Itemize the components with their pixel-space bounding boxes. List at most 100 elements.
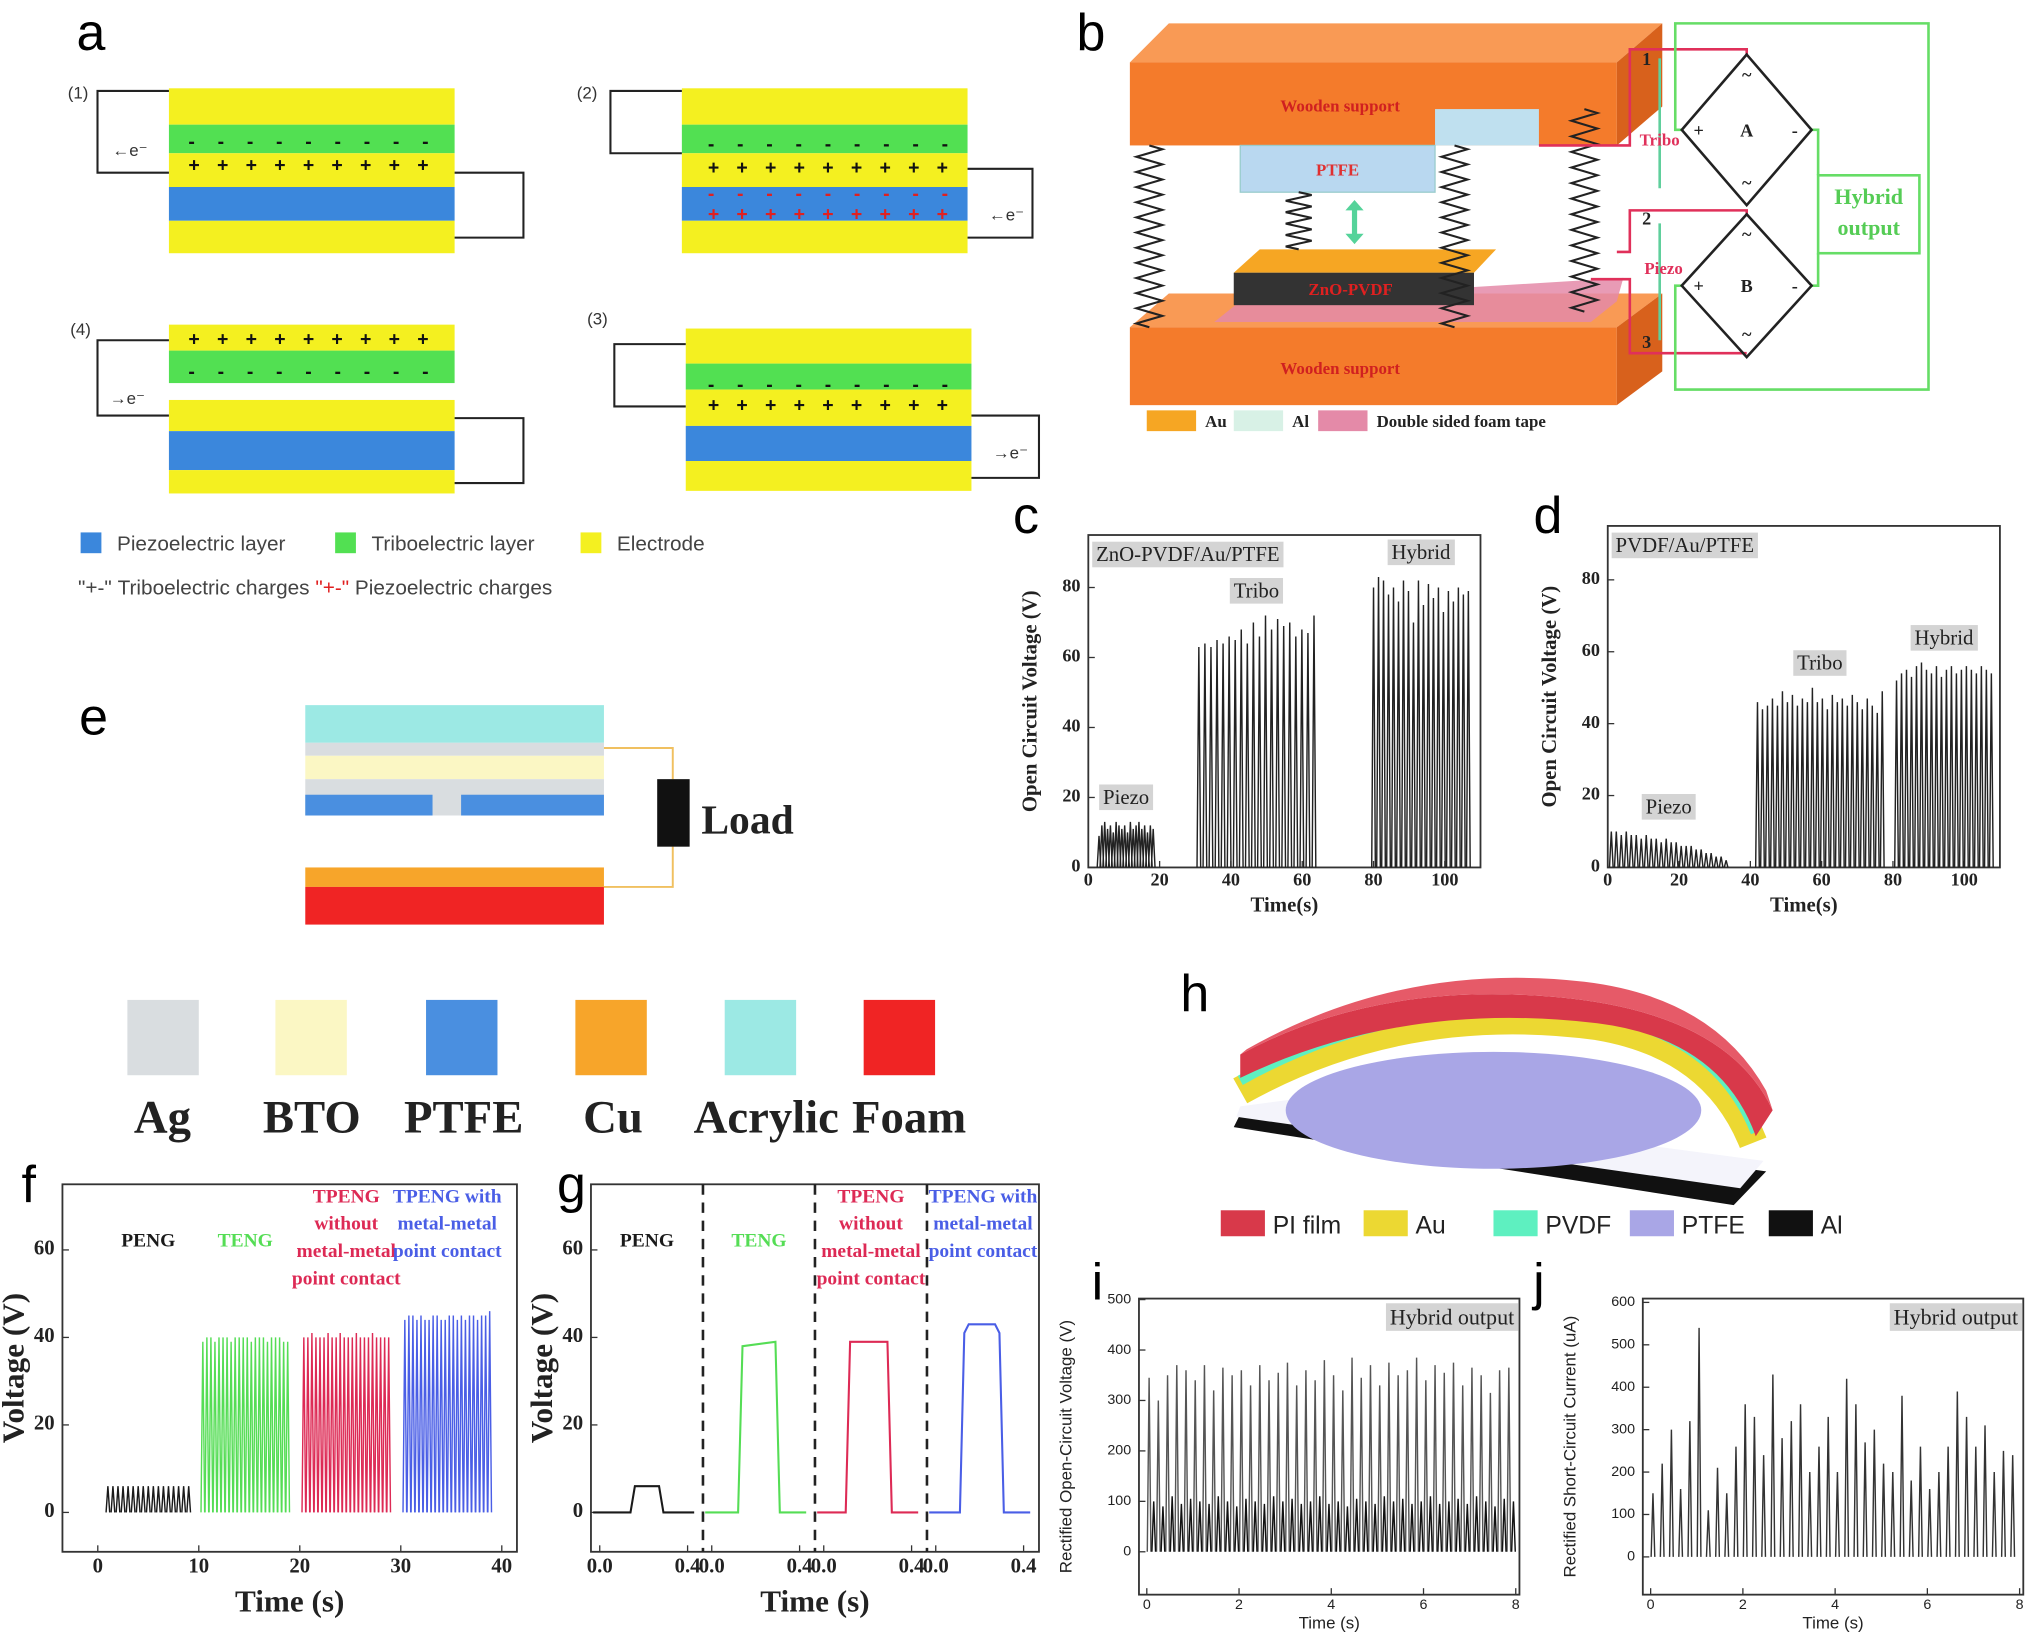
x-tick-label: 0.4 bbox=[675, 1555, 701, 1578]
bridge-sign: - bbox=[1792, 276, 1798, 296]
x-tick-label: 0.0 bbox=[923, 1555, 949, 1578]
spike bbox=[1226, 636, 1232, 868]
spike bbox=[1844, 1378, 1850, 1557]
spike bbox=[1196, 646, 1202, 868]
foam-layer bbox=[305, 886, 604, 925]
x-tick-label: 20 bbox=[1151, 870, 1169, 890]
x-tick-label: 0 bbox=[1647, 1597, 1655, 1613]
material-label: Acrylic bbox=[694, 1091, 839, 1143]
block-label: Wooden support bbox=[1280, 97, 1400, 116]
spike bbox=[1933, 666, 1939, 868]
spike bbox=[1638, 838, 1644, 868]
material-swatch bbox=[127, 999, 199, 1076]
spike bbox=[1991, 1472, 1997, 1557]
spike bbox=[1380, 580, 1387, 868]
series-label: TENG bbox=[218, 1231, 273, 1252]
x-tick-label: 10 bbox=[188, 1555, 209, 1578]
spike bbox=[1703, 852, 1709, 868]
y-axis-label: Open Circuit Voltage (V) bbox=[1538, 586, 1561, 808]
y-tick-label: 500 bbox=[1107, 1291, 1131, 1307]
spike bbox=[1988, 673, 1994, 868]
step-label: (3) bbox=[587, 310, 608, 329]
spike bbox=[1377, 1385, 1383, 1552]
spike bbox=[181, 1486, 187, 1513]
x-tick-label: 0.4 bbox=[787, 1555, 813, 1578]
spike bbox=[240, 1337, 246, 1513]
load-label: Load bbox=[701, 797, 793, 843]
x-tick-label: 0 bbox=[1143, 1597, 1151, 1613]
x-tick-label: 80 bbox=[1884, 870, 1902, 890]
spike bbox=[110, 1486, 116, 1513]
spike bbox=[1430, 597, 1436, 868]
note-text: Piezoelectric charges bbox=[355, 577, 552, 600]
note-symbol: "+-" bbox=[78, 577, 112, 600]
spike bbox=[1455, 587, 1461, 868]
support-side bbox=[1616, 23, 1663, 146]
spike bbox=[1269, 629, 1275, 868]
step-label: (1) bbox=[68, 84, 89, 103]
wire bbox=[613, 343, 686, 408]
spike bbox=[1794, 705, 1800, 868]
material-label: Foam bbox=[852, 1091, 966, 1143]
x-tick-label: 2 bbox=[1739, 1597, 1747, 1613]
spike bbox=[1968, 669, 1974, 868]
spike bbox=[1395, 1375, 1401, 1552]
bridge-sign: ~ bbox=[1742, 324, 1752, 344]
spike bbox=[1326, 1503, 1332, 1552]
spike bbox=[1761, 1455, 1767, 1557]
wire bbox=[96, 89, 169, 174]
spike bbox=[1372, 1503, 1378, 1552]
spike bbox=[1244, 643, 1250, 868]
spike bbox=[1688, 845, 1694, 868]
legend-swatch bbox=[1146, 410, 1197, 432]
ptfe-dome bbox=[1285, 1051, 1702, 1169]
layer bbox=[168, 186, 455, 221]
spike bbox=[186, 1486, 192, 1513]
charges: - - - - - - - - -+ + + + + + + + +- - - … bbox=[188, 131, 948, 417]
spike bbox=[105, 1486, 111, 1513]
spike bbox=[1693, 849, 1699, 868]
spike bbox=[483, 1315, 489, 1513]
y-tick-label: 0 bbox=[1591, 856, 1600, 876]
spike bbox=[1789, 694, 1795, 868]
spike bbox=[1908, 676, 1915, 868]
y-tick-label: 80 bbox=[1062, 576, 1080, 596]
electron-label: ←e⁻ bbox=[989, 206, 1024, 225]
spike bbox=[1229, 1375, 1235, 1552]
legend-label: Al bbox=[1821, 1213, 1843, 1240]
x-tick-label: 0 bbox=[1084, 870, 1093, 890]
y-tick-label: 20 bbox=[34, 1412, 55, 1435]
spike bbox=[353, 1333, 359, 1513]
y-axis-label: Open Circuit Voltage (V) bbox=[1018, 590, 1041, 812]
output-label: Hybrid bbox=[1834, 184, 1903, 209]
y-axis-label: Rectified Short-Circuit Current (uA) bbox=[1560, 1316, 1579, 1578]
spike bbox=[1294, 1385, 1300, 1552]
spike bbox=[120, 1486, 126, 1513]
layer bbox=[685, 425, 972, 461]
label-background bbox=[1910, 625, 1978, 651]
spike bbox=[1215, 1496, 1221, 1552]
spike bbox=[1418, 1501, 1424, 1552]
chart-title: Hybrid output bbox=[1390, 1305, 1514, 1330]
spike bbox=[1410, 622, 1416, 868]
layer-stacks bbox=[168, 88, 972, 494]
spike bbox=[285, 1341, 291, 1513]
legend-swatch bbox=[1629, 1210, 1674, 1237]
x-tick-label: 60 bbox=[1813, 870, 1831, 890]
spike bbox=[1668, 842, 1674, 868]
spike bbox=[260, 1337, 266, 1513]
spike bbox=[125, 1486, 131, 1513]
spike bbox=[1809, 687, 1815, 868]
charge-row: + + + + + + + + + bbox=[708, 204, 948, 226]
chart-title: ZnO-PVDF/Au/PTFE bbox=[1096, 543, 1279, 566]
plot-frame bbox=[1087, 534, 1482, 869]
layer bbox=[168, 220, 455, 254]
spike bbox=[1305, 632, 1311, 868]
series-label: Hybrid bbox=[1392, 541, 1451, 564]
spike bbox=[369, 1333, 376, 1513]
y-tick-label: 20 bbox=[1062, 786, 1080, 806]
charge-row: - - - - - - - - - bbox=[708, 134, 948, 156]
panel-label: a bbox=[77, 4, 106, 62]
spike bbox=[1936, 1472, 1942, 1557]
spike bbox=[1450, 1362, 1457, 1552]
